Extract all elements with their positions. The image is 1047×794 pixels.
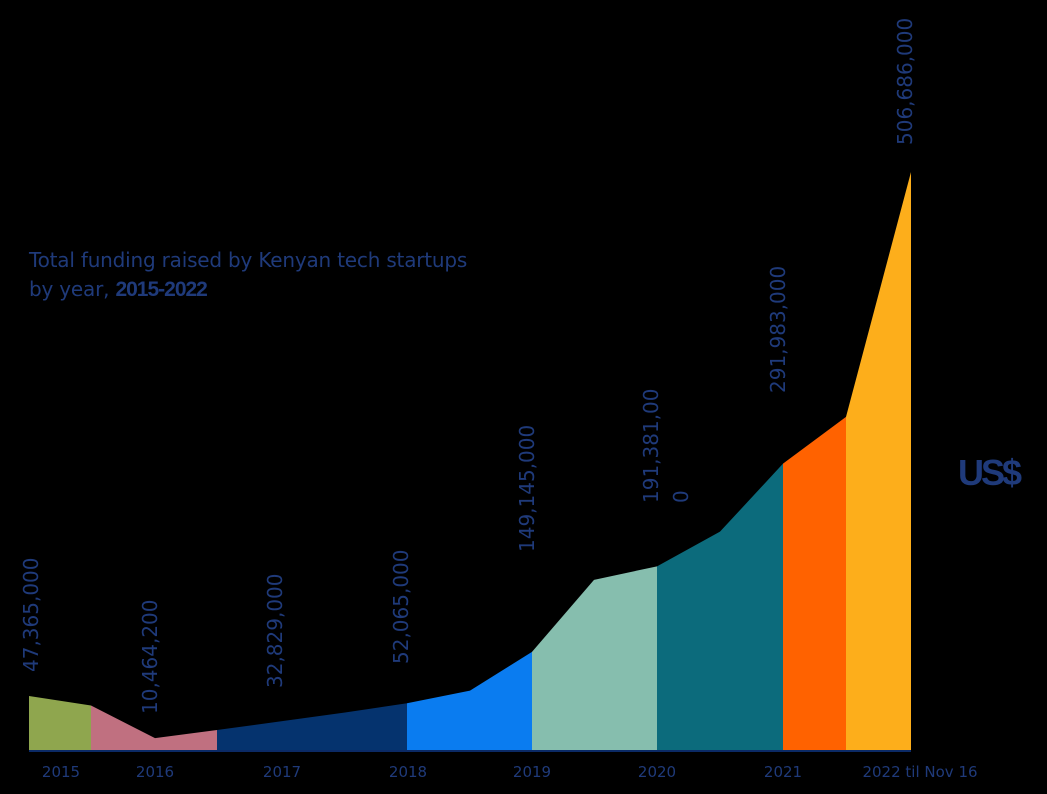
x-tick-label: 2016	[136, 763, 174, 781]
area-band-2016	[91, 705, 217, 750]
value-label: 191,381,00 0	[639, 388, 693, 503]
value-label: 10,464,200	[138, 599, 162, 714]
x-tick-label: 2017	[263, 763, 301, 781]
area-band-2021	[783, 416, 846, 750]
chart-title-years: 2015-2022	[115, 278, 207, 301]
value-label: 47,365,000	[19, 557, 43, 672]
chart-title-prefix: by year,	[29, 277, 116, 301]
x-tick-label: 2015	[42, 763, 80, 781]
value-label: 291,983,000	[766, 266, 790, 393]
x-tick-label: 2020	[638, 763, 676, 781]
value-label: 52,065,000	[389, 549, 413, 664]
area-band-2022	[846, 172, 911, 750]
value-label-part1: 191,381,00	[639, 388, 663, 503]
area-band-2019	[532, 566, 657, 750]
value-label-part2: 0	[669, 490, 693, 503]
area-band-2017	[217, 703, 407, 750]
x-tick-label: 2021	[764, 763, 802, 781]
chart-title-line2: by year, 2015-2022	[29, 275, 467, 304]
area-band-2020	[657, 463, 783, 750]
x-tick-label: 2018	[389, 763, 427, 781]
area-band-2015	[29, 695, 91, 750]
x-tick-label: 2022 til Nov 16	[862, 763, 977, 781]
value-label: 32,829,000	[263, 573, 287, 688]
value-label: 506,686,000	[893, 18, 917, 145]
value-label: 149,145,000	[515, 425, 539, 552]
chart-title: Total funding raised by Kenyan tech star…	[29, 246, 467, 304]
area-band-2018	[407, 651, 532, 750]
unit-label: US$	[958, 452, 1022, 493]
x-tick-label: 2019	[513, 763, 551, 781]
chart-title-line1: Total funding raised by Kenyan tech star…	[29, 248, 468, 272]
